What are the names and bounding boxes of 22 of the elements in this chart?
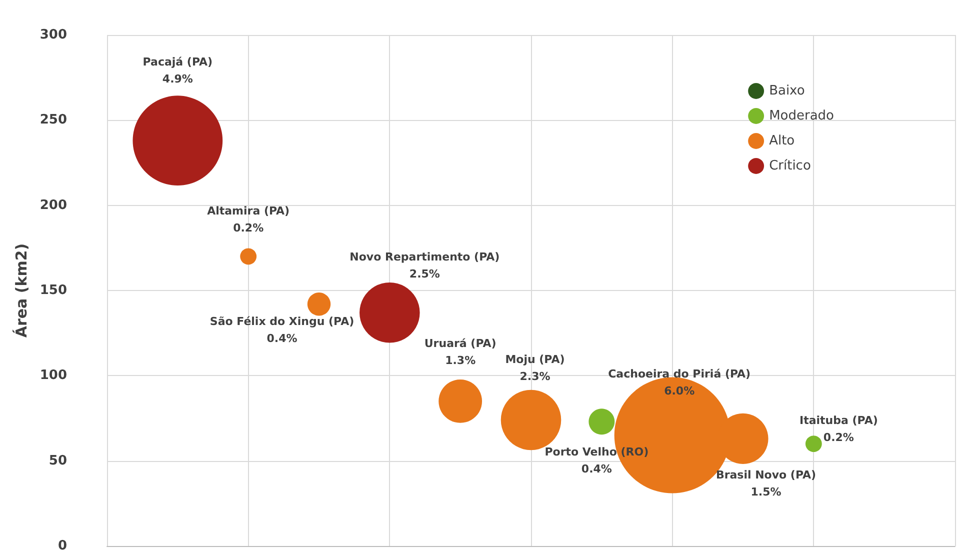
annotation: Itaituba (PA) 0.2% <box>799 414 878 444</box>
annotation: Brasil Novo (PA) 1.5% <box>716 468 816 499</box>
y-tick-label: 100 <box>40 368 67 384</box>
annotation: São Félix do Xingu (PA) 0.4% <box>210 315 354 346</box>
annotation: Porto Velho (RO) 0.4% <box>544 446 649 476</box>
y-tick-label: 0 <box>58 538 67 554</box>
legend-label: Alto <box>769 134 795 148</box>
annotation: Uruará (PA) 1.3% <box>424 337 496 368</box>
y-axis-title: Área (km2) <box>12 243 30 338</box>
annotation: Altamira (PA) 0.2% <box>207 204 290 234</box>
y-tick-label: 200 <box>40 198 67 213</box>
y-tick-label: 300 <box>40 28 67 42</box>
annotation: Cachoeira do Piriá (PA) 6.0% <box>608 367 751 398</box>
y-tick-label: 150 <box>40 283 67 298</box>
y-tick-label: 50 <box>48 453 67 468</box>
legend-label: Crítico <box>769 158 811 174</box>
annotation: Novo Repartimento (PA) 2.5% <box>350 250 500 281</box>
annotation: Pacajá (PA) 4.9% <box>142 56 213 86</box>
legend-label: Moderado <box>769 108 834 124</box>
legend-label: Baixo <box>769 84 805 98</box>
annotation: Moju (PA) 2.3% <box>505 352 565 383</box>
y-tick-label: 250 <box>40 112 67 128</box>
